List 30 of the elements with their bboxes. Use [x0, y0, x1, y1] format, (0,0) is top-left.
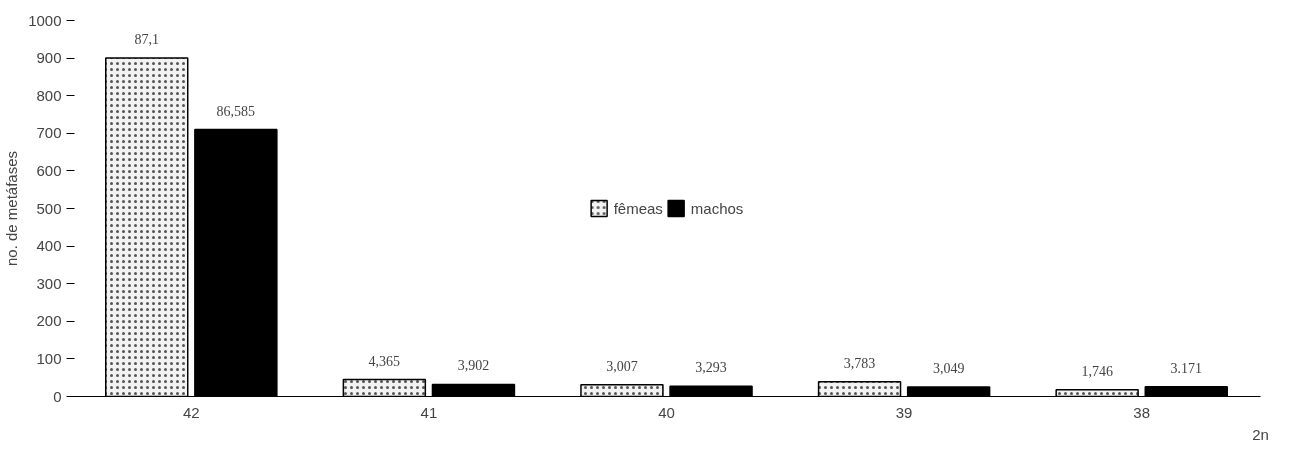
x-axis-title: 2n — [1252, 425, 1269, 443]
y-tick-label: 200 — [36, 312, 62, 330]
y-tick-label: 600 — [36, 161, 62, 179]
y-tick-label: 400 — [36, 237, 62, 255]
legend-label: fêmeas — [613, 199, 663, 217]
y-tick-label: 100 — [36, 349, 62, 367]
x-tick-label: 39 — [895, 403, 913, 421]
annotation: 87,1 — [134, 32, 159, 48]
y-tick-label: 0 — [53, 387, 62, 405]
annotation: 3,902 — [457, 358, 490, 374]
annotation: 3,293 — [695, 360, 727, 376]
y-tick-label: 1000 — [28, 11, 62, 29]
y-tick-label: 500 — [36, 199, 62, 217]
y-tick-label: 800 — [36, 86, 62, 104]
annotation: 86,585 — [216, 103, 256, 119]
y-axis-title: no. de metáfases — [3, 150, 21, 267]
x-tick-label: 41 — [420, 403, 438, 421]
annotation: 4,365 — [368, 353, 401, 369]
y-tick-label: 300 — [36, 274, 62, 292]
legend-label: machos — [690, 199, 744, 217]
annotation: 3,049 — [932, 361, 965, 377]
y-tick-label: 700 — [36, 124, 62, 142]
x-tick-label: 42 — [182, 403, 200, 421]
annotation: 3.171 — [1170, 360, 1202, 376]
annotation: 1,746 — [1081, 363, 1113, 379]
x-tick-label: 40 — [658, 403, 675, 421]
annotation: 3,007 — [606, 358, 638, 374]
annotation: 3,783 — [843, 355, 876, 371]
y-tick-label: 900 — [36, 49, 62, 67]
x-tick-label: 38 — [1133, 403, 1151, 421]
